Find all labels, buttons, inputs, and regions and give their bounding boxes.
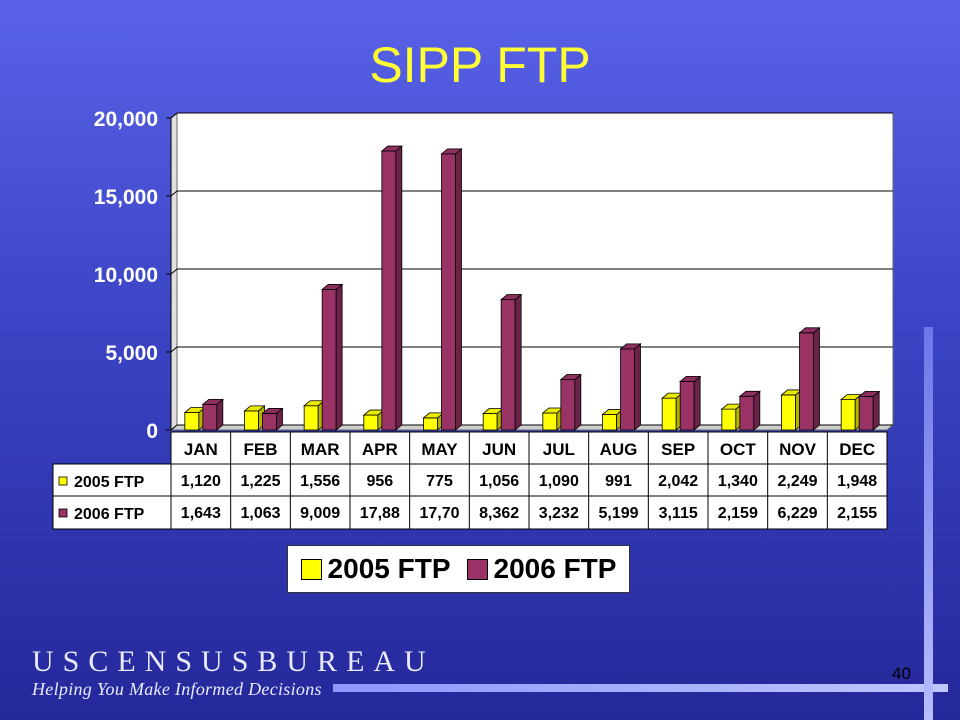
table-cell-value: 2,155 xyxy=(837,505,877,522)
bar-2006-sep xyxy=(679,375,702,431)
bar-2006-aug xyxy=(619,343,642,431)
table-cell-value: 2,042 xyxy=(658,473,698,490)
x-category-label: DEC xyxy=(839,440,875,459)
legend-label-2006: 2006 FTP xyxy=(493,553,617,584)
table-cell-value: 956 xyxy=(366,473,393,490)
bar-2005-jun xyxy=(482,407,505,431)
bar-2005-jul xyxy=(541,407,564,431)
table-cell-value: 1,556 xyxy=(300,473,340,490)
bar-2005-nov xyxy=(780,389,803,431)
bar-2005-dec xyxy=(840,393,863,431)
slide-title: SIPP FTP xyxy=(369,37,591,93)
table-series-label: 2006 FTP xyxy=(74,506,145,523)
legend-item-2005: 2005 FTP xyxy=(300,553,451,585)
table-cell-value: 1,340 xyxy=(718,473,758,490)
table-cell-value: 1,643 xyxy=(181,505,221,522)
x-category-label: AUG xyxy=(600,440,638,459)
gridline-depth xyxy=(170,190,178,197)
table-cell-value: 775 xyxy=(426,473,453,490)
census-bureau-logo: USCENSUSBUREAU Helping You Make Informed… xyxy=(32,645,435,700)
bar-2006-nov xyxy=(798,326,821,431)
gridline-depth xyxy=(170,424,178,431)
table-cell-value: 2,159 xyxy=(718,505,758,522)
table-series-swatch xyxy=(58,508,68,518)
x-category-label: OCT xyxy=(720,440,757,459)
x-category-label: JUN xyxy=(482,440,516,459)
table-cell-value: 3,232 xyxy=(539,505,579,522)
table-cell-value: 1,120 xyxy=(181,473,221,490)
x-category-label: FEB xyxy=(244,440,278,459)
x-category-label: JUL xyxy=(543,440,575,459)
table-series-swatch xyxy=(58,476,68,486)
bar-2006-oct xyxy=(738,390,761,431)
bar-2005-feb xyxy=(243,405,266,431)
bar-2006-jan xyxy=(201,398,224,431)
logo-tagline: Helping You Make Informed Decisions xyxy=(32,679,322,699)
legend-item-2006: 2006 FTP xyxy=(466,553,617,585)
logo-name: USCENSUSBUREAU xyxy=(32,645,435,678)
table-cell-value: 1,225 xyxy=(240,473,280,490)
bar-2005-sep xyxy=(661,392,684,431)
table-cell-value: 6,229 xyxy=(777,505,817,522)
chart-legend: 2005 FTP 2006 FTP xyxy=(287,545,630,593)
page-number: 40 xyxy=(892,664,911,683)
gridline-depth xyxy=(170,346,178,353)
table-cell-value: 1,063 xyxy=(240,505,280,522)
gridline-depth xyxy=(170,112,178,119)
y-tick-label: 20,000 xyxy=(94,108,158,131)
bar-2006-jul xyxy=(559,373,582,431)
table-series-label: 2005 FTP xyxy=(74,474,145,491)
bar-2005-aug xyxy=(601,408,624,431)
bar-2005-oct xyxy=(720,403,743,431)
table-cell-value: 9,009 xyxy=(300,505,340,522)
table-cell-value: 5,199 xyxy=(598,505,638,522)
legend-swatch-2006 xyxy=(466,558,488,580)
table-cell-value: 17,70 xyxy=(419,505,459,522)
table-cell-value: 1,090 xyxy=(539,473,579,490)
x-category-label: APR xyxy=(362,440,398,459)
x-category-label: NOV xyxy=(779,440,817,459)
y-tick-label: 5,000 xyxy=(105,342,158,365)
table-cell-value: 8,362 xyxy=(479,505,519,522)
x-category-label: SEP xyxy=(661,440,695,459)
table-cell-value: 1,948 xyxy=(837,473,877,490)
gridline-depth xyxy=(170,268,178,275)
bar-2006-feb xyxy=(261,407,284,431)
x-category-label: MAR xyxy=(301,440,340,459)
y-tick-label: 15,000 xyxy=(94,186,158,209)
bar-2006-apr xyxy=(380,145,403,431)
table-cell-value: 2,249 xyxy=(777,473,817,490)
legend-swatch-2005 xyxy=(300,558,322,580)
bar-2006-mar xyxy=(321,283,344,431)
footer-rule xyxy=(333,684,948,692)
vertical-rule xyxy=(924,327,933,720)
table-cell-value: 3,115 xyxy=(659,505,698,522)
y-tick-label: 10,000 xyxy=(94,264,158,287)
bar-2005-may xyxy=(422,412,445,431)
table-cell-value: 1,056 xyxy=(479,473,519,490)
bar-chart: 0 5,000 10,000 15,000 20,000 JAN FEB MAR APR MAY J… xyxy=(52,108,895,530)
x-category-label: MAY xyxy=(421,440,458,459)
bar-2006-may xyxy=(440,148,463,431)
table-cell-value: 991 xyxy=(605,473,632,490)
bar-2005-mar xyxy=(303,399,326,431)
bar-2006-jun xyxy=(500,293,523,431)
x-category-label: JAN xyxy=(184,440,218,459)
y-tick-label: 0 xyxy=(146,420,158,443)
bar-2005-apr xyxy=(362,409,385,431)
table-cell-value: 17,88 xyxy=(360,505,400,522)
bar-2005-jan xyxy=(183,406,206,431)
legend-label-2005: 2005 FTP xyxy=(327,553,451,584)
bar-2006-dec xyxy=(858,390,881,431)
